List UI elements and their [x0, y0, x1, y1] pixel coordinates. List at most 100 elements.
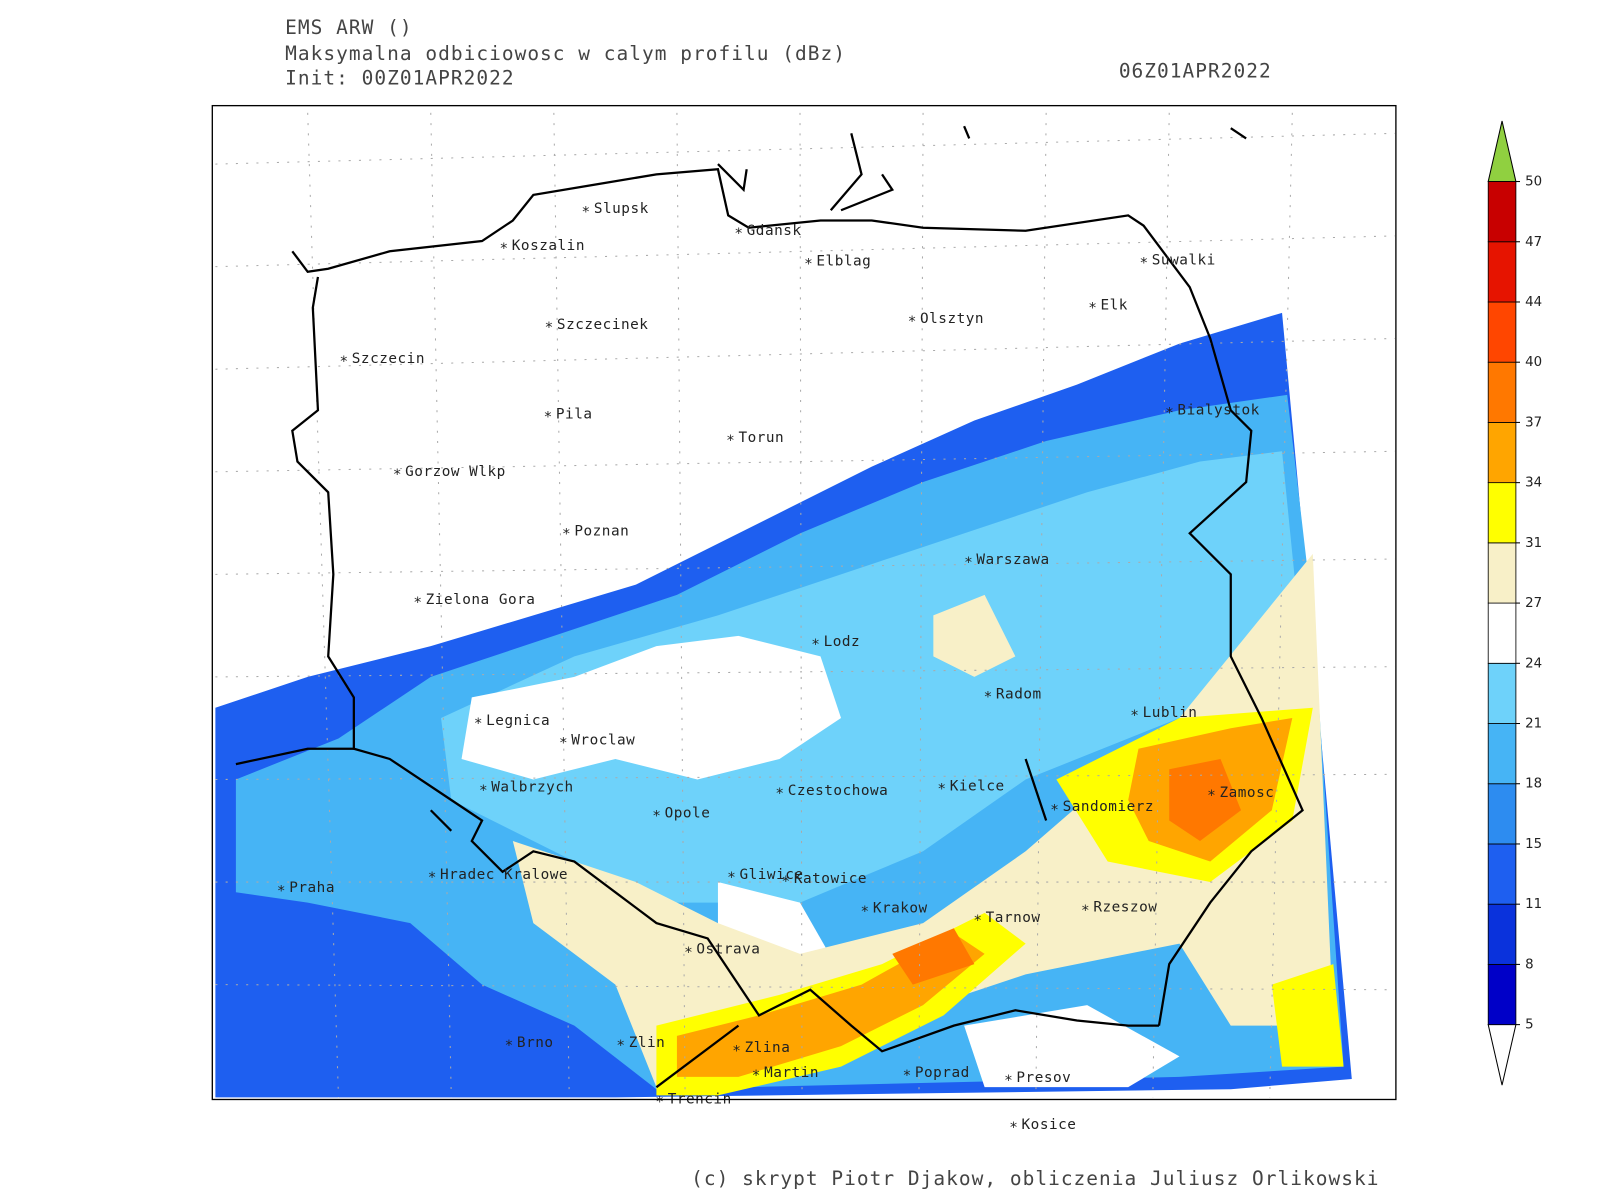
city-marker: * — [277, 883, 286, 899]
city-name: Radom — [996, 686, 1042, 702]
city-name: Presov — [1016, 1070, 1071, 1086]
radar-field — [215, 312, 1352, 1098]
grid-lines — [215, 112, 1395, 1098]
city-marker: * — [1081, 903, 1090, 919]
city-name: Poznan — [574, 523, 629, 539]
city-marker: * — [1130, 708, 1139, 724]
city-name: Krakow — [873, 901, 928, 917]
colorbar-box — [1487, 482, 1517, 544]
city-marker: * — [413, 595, 422, 611]
colorbar-box — [1487, 542, 1517, 604]
colorbar-under — [1487, 1024, 1517, 1086]
city-marker: * — [1088, 301, 1097, 317]
city-name: Walbrzych — [491, 780, 573, 796]
city-marker: * — [732, 1043, 741, 1059]
city-name: Slupsk — [594, 201, 649, 217]
colorbar-label: 31 — [1525, 536, 1542, 551]
colorbar-label: 11 — [1525, 897, 1542, 912]
colorbar-box — [1487, 422, 1517, 484]
valid-time: 06Z01APR2022 — [1119, 59, 1272, 82]
colorbar-box — [1487, 301, 1517, 363]
city-marker: * — [616, 1038, 625, 1054]
city-marker: * — [734, 226, 743, 242]
city-marker: * — [684, 945, 693, 961]
colorbar-label: 18 — [1525, 777, 1542, 792]
city-name: Szczecin — [352, 351, 425, 367]
city-name: Warszawa — [976, 552, 1049, 568]
city-name: Lublin — [1143, 705, 1198, 721]
city-name: Tarnow — [986, 910, 1041, 926]
footer-credit: (c) skrypt Piotr Djakow, obliczenia Juli… — [691, 1167, 1379, 1190]
colorbar-box — [1487, 181, 1517, 243]
colorbar-label: 44 — [1525, 295, 1542, 310]
colorbar-label: 47 — [1525, 235, 1542, 250]
city-marker: * — [964, 555, 973, 571]
colorbar-label: 27 — [1525, 596, 1542, 611]
field-title: Maksymalna odbiciowosc w calym profilu (… — [285, 42, 846, 65]
colorbar-label: 40 — [1525, 355, 1542, 370]
colorbar-label: 8 — [1525, 957, 1533, 972]
colorbar-label: 24 — [1525, 656, 1542, 671]
city-marker: * — [726, 433, 735, 449]
city-marker: * — [861, 904, 870, 920]
colorbar-label: 15 — [1525, 837, 1542, 852]
colorbar-box — [1487, 843, 1517, 905]
city-marker: * — [393, 467, 402, 483]
colorbar-box — [1487, 361, 1517, 423]
city-name: Elblag — [816, 254, 871, 270]
city-marker: * — [908, 314, 917, 330]
city-marker: * — [339, 354, 348, 370]
city-labels: * Slupsk* Koszalin* Gdansk* Elblag * Suwalki* E… — [277, 201, 1274, 1136]
city-marker: * — [1165, 405, 1174, 421]
city-marker: * — [499, 241, 508, 257]
colorbar-box — [1487, 903, 1517, 965]
city-marker: * — [1004, 1073, 1013, 1089]
city-marker: * — [804, 257, 813, 273]
city-name: Opole — [665, 805, 711, 821]
city-name: Suwalki — [1152, 253, 1216, 269]
city-marker: * — [973, 913, 982, 929]
city-marker: * — [582, 204, 591, 220]
city-marker: * — [474, 716, 483, 732]
colorbar-over — [1487, 120, 1517, 183]
map-frame — [211, 104, 1397, 1101]
city-name: Elk — [1101, 298, 1128, 314]
city-name: Wroclaw — [571, 733, 635, 749]
colorbar-label: 50 — [1525, 175, 1542, 190]
city-name: Kielce — [950, 779, 1005, 795]
colorbar-box — [1487, 723, 1517, 785]
init-time: Init: 00Z01APR2022 — [285, 66, 514, 89]
city-name: Olsztyn — [920, 311, 984, 327]
city-name: Bialystok — [1177, 402, 1259, 418]
city-marker: * — [782, 874, 791, 890]
city-marker: * — [559, 736, 568, 752]
colorbar-label: 21 — [1525, 717, 1542, 732]
city-name: Praha — [289, 880, 335, 896]
city-marker: * — [562, 526, 571, 542]
city-marker: * — [1050, 802, 1059, 818]
city-name: Brno — [517, 1035, 554, 1051]
colorbar-label: 37 — [1525, 415, 1542, 430]
city-marker: * — [1139, 256, 1148, 272]
city-marker: * — [775, 786, 784, 802]
city-name: Zamosc — [1219, 785, 1274, 801]
city-marker: * — [903, 1068, 912, 1084]
city-marker: * — [505, 1038, 514, 1054]
city-name: Czestochowa — [788, 783, 889, 799]
city-name: Sandomierz — [1063, 799, 1155, 815]
city-marker: * — [984, 689, 993, 705]
city-name: Koszalin — [512, 238, 585, 254]
city-name: Poprad — [915, 1065, 970, 1081]
colorbar-label: 5 — [1525, 1018, 1533, 1033]
city-name: Hradec Kralowe — [440, 867, 568, 883]
city-marker: * — [811, 637, 820, 653]
city-marker: * — [1009, 1120, 1018, 1136]
city-marker: * — [545, 320, 554, 336]
city-name: Zielona Gora — [426, 592, 536, 608]
city-name: Ostrava — [696, 942, 760, 958]
city-name: Katowice — [794, 871, 867, 887]
city-name: Gliwice — [739, 867, 803, 883]
city-marker: * — [479, 783, 488, 799]
city-marker: * — [1207, 788, 1216, 804]
